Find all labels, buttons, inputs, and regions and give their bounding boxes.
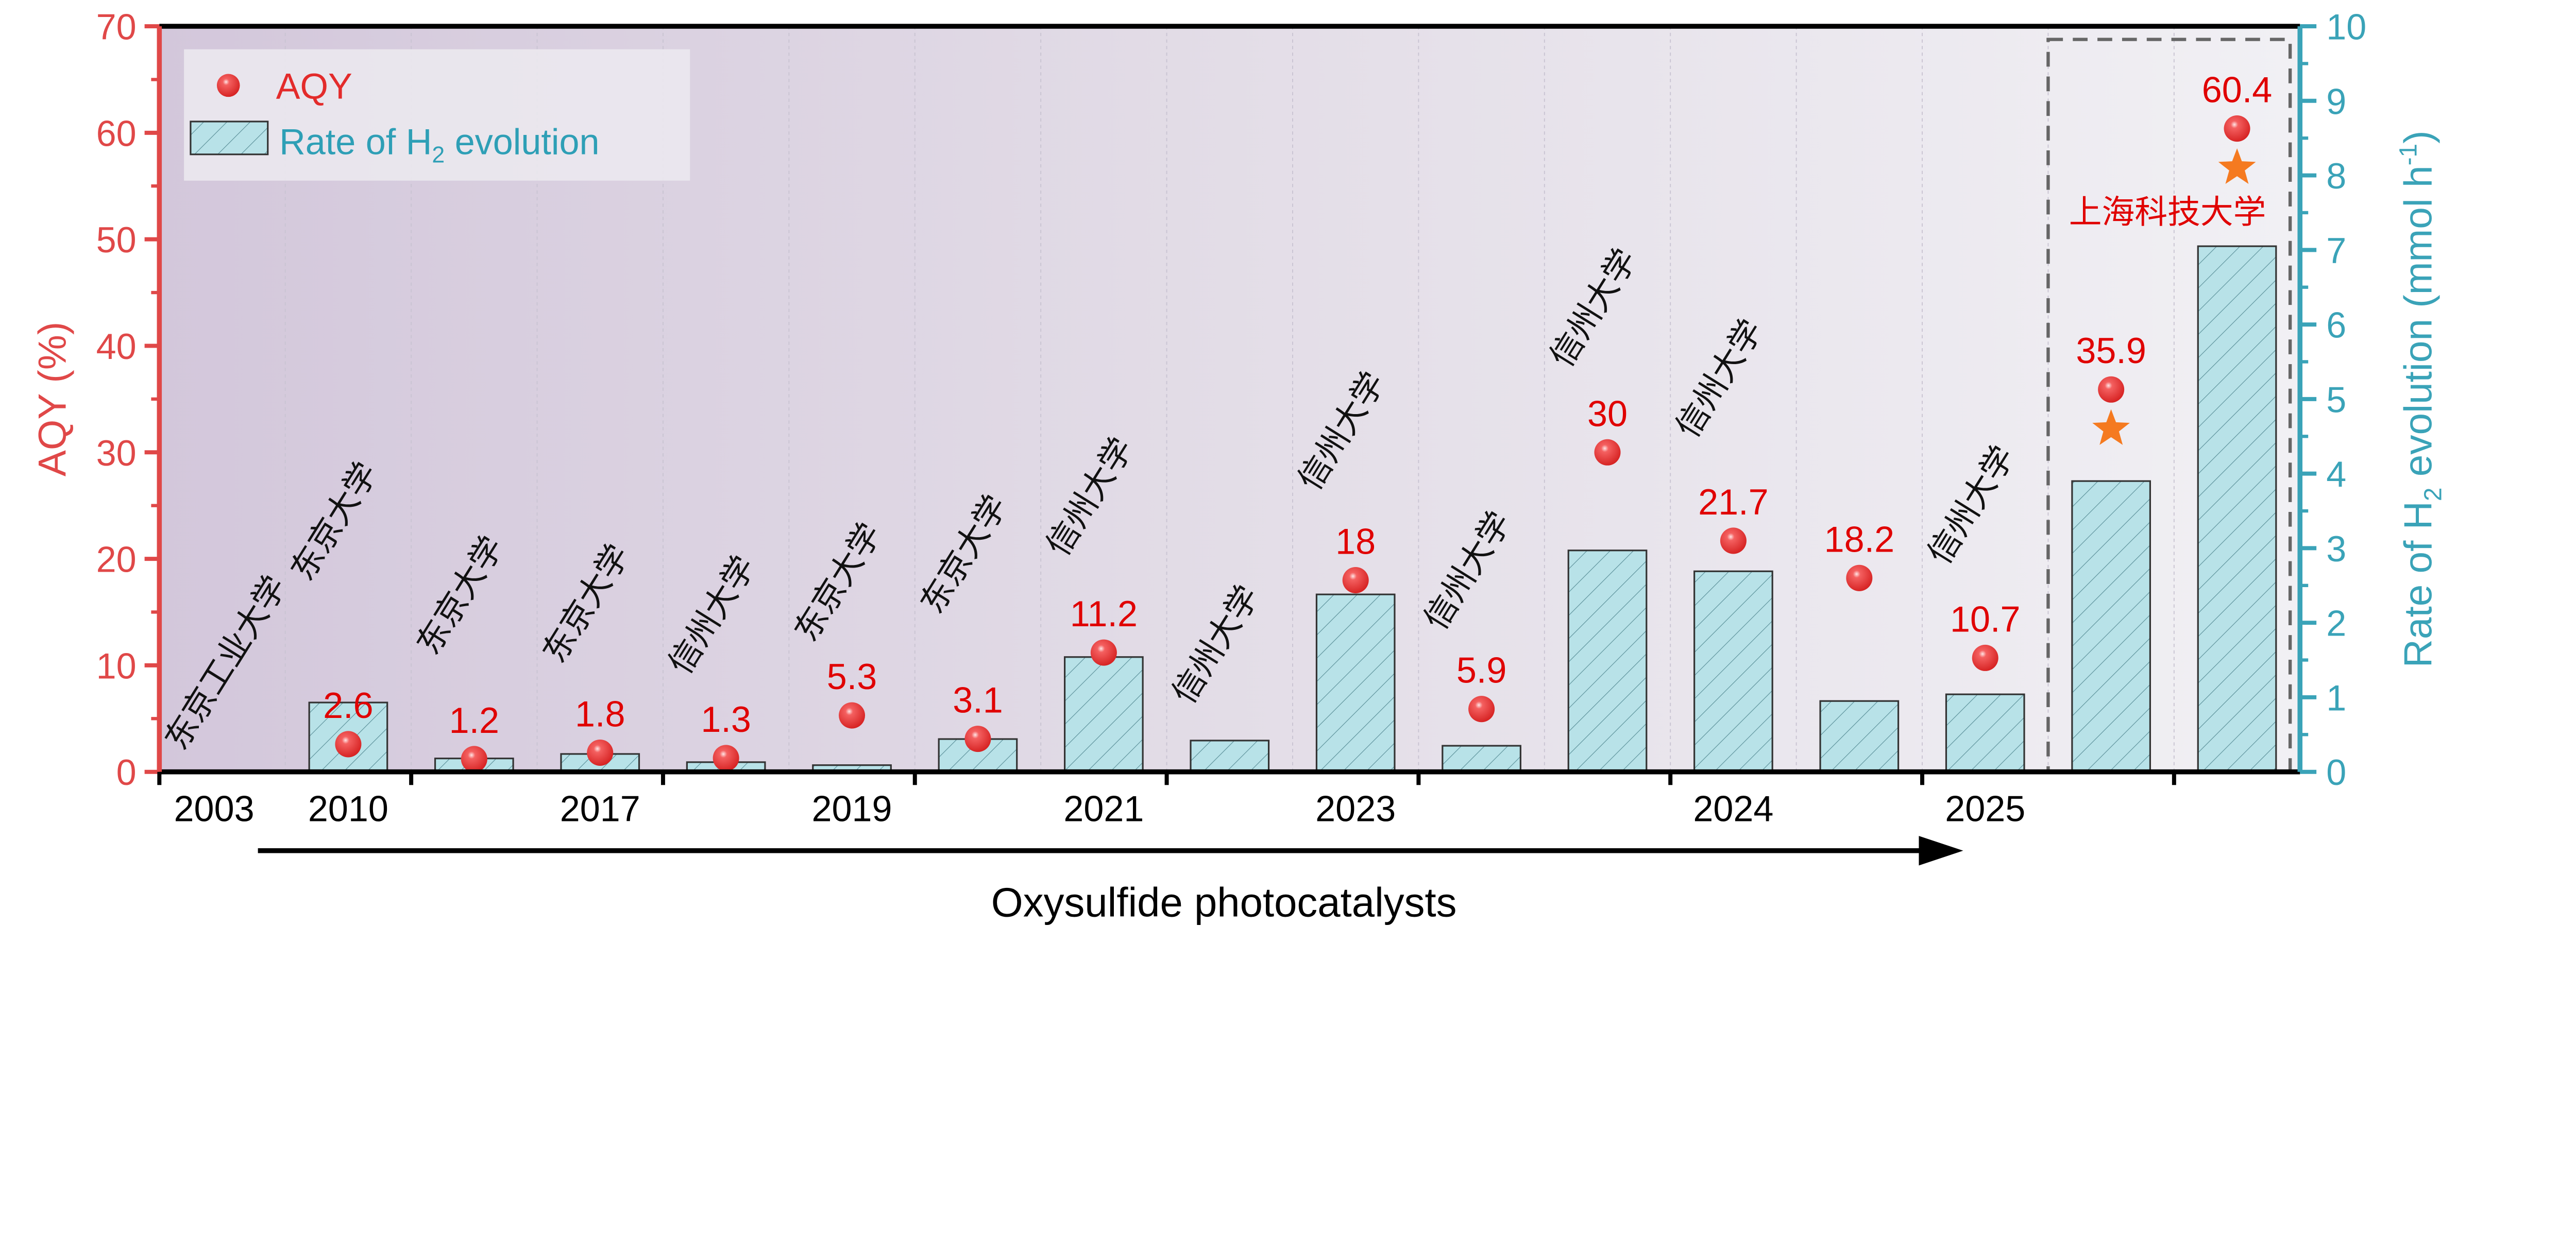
star-icon — [2092, 409, 2130, 445]
legend-aqy-marker — [216, 74, 240, 97]
x-axis-title: Oxysulfide photocatalysts — [991, 879, 1457, 925]
legend-aqy-label: AQY — [276, 65, 352, 106]
legend: AQY Rate of H2 evolution — [184, 49, 690, 181]
y-right-tick-label: 8 — [2326, 156, 2346, 196]
aqy-data-label: 5.3 — [827, 656, 877, 697]
bar-rate-h2 — [2071, 480, 2151, 773]
x-tick-label: 2003 — [174, 788, 255, 829]
bar-rate-h2 — [1190, 740, 1270, 773]
aqy-data-label: 30 — [1587, 393, 1628, 434]
bar-rate-h2 — [1693, 570, 1773, 773]
aqy-point — [461, 746, 487, 773]
x-tick-label: 2025 — [1945, 788, 2025, 829]
aqy-point — [335, 731, 362, 758]
chart: 上海科技大学 2.6 1.2 1.8 1.35.33.111.2185.93021.7… — [31, 7, 2447, 925]
aqy-data-label: 18 — [1335, 521, 1376, 561]
bar-rate-h2 — [1945, 693, 2025, 773]
aqy-data-label: 35.9 — [2076, 330, 2146, 371]
y-left-tick-label: 0 — [116, 752, 137, 793]
aqy-data-label: 1.3 — [701, 699, 751, 740]
y-right-tick-label: 9 — [2326, 81, 2346, 122]
y-right-tick-label: 1 — [2326, 677, 2346, 718]
y-left-tick-label: 30 — [96, 433, 137, 473]
bar-rate-h2 — [1064, 656, 1144, 773]
y-left-tick-label: 60 — [96, 113, 137, 153]
x-tick-label: 2023 — [1315, 788, 1396, 829]
bar-rate-h2 — [1819, 700, 1900, 773]
bar-rate-h2 — [1442, 745, 1521, 773]
aqy-point — [713, 745, 739, 771]
bar-rate-h2 — [1315, 593, 1396, 773]
aqy-data-label: 1.2 — [449, 700, 500, 741]
y-axis-left-title: AQY (%) — [31, 322, 75, 476]
aqy-point — [1468, 696, 1495, 723]
y-left-tick-label: 40 — [96, 326, 137, 367]
y-right-tick-label: 3 — [2326, 528, 2346, 569]
legend-bar-swatch — [190, 121, 269, 156]
x-tick-label: 2024 — [1693, 788, 1773, 829]
y-axis-right-title: Rate of H2 evolution (mmol h-1) — [2395, 130, 2447, 667]
aqy-data-label: 10.7 — [1950, 598, 2021, 639]
aqy-point — [2224, 115, 2250, 142]
aqy-point — [964, 726, 991, 752]
y-right-tick-label: 7 — [2326, 230, 2346, 271]
aqy-point — [2098, 376, 2125, 403]
aqy-point — [587, 739, 614, 766]
aqy-data-label: 2.6 — [323, 685, 374, 726]
y-left-tick-label: 10 — [96, 645, 137, 686]
aqy-point — [1594, 439, 1621, 466]
aqy-point — [1720, 527, 1747, 554]
highlight-institution-label: 上海科技大学 — [2069, 194, 2266, 232]
star-icon — [2218, 148, 2256, 184]
aqy-data-label: 18.2 — [1824, 519, 1895, 559]
y-right-tick-label: 4 — [2326, 454, 2346, 494]
x-tick-label: 2017 — [560, 788, 640, 829]
y-right-tick-label: 5 — [2326, 379, 2346, 420]
x-tick-label: 2019 — [812, 788, 892, 829]
aqy-data-label: 60.4 — [2202, 70, 2273, 110]
y-right-tick-label: 10 — [2326, 7, 2366, 47]
bar-rate-h2 — [1567, 550, 1648, 773]
aqy-data-label: 21.7 — [1698, 482, 1769, 522]
y-right-tick-label: 2 — [2326, 603, 2346, 644]
aqy-point — [1846, 564, 1873, 591]
y-left-tick-label: 70 — [96, 7, 137, 47]
aqy-point — [839, 702, 866, 729]
y-left-tick-label: 20 — [96, 539, 137, 580]
aqy-point — [1972, 644, 1998, 671]
aqy-data-label: 1.8 — [575, 693, 625, 734]
aqy-data-label: 11.2 — [1070, 593, 1138, 634]
x-tick-label: 2021 — [1063, 788, 1144, 829]
y-left-tick-label: 50 — [96, 219, 137, 260]
aqy-point — [1090, 639, 1117, 666]
aqy-data-label: 3.1 — [953, 680, 1003, 721]
arrow-head-icon — [1919, 836, 1963, 866]
x-tick-label: 2010 — [308, 788, 388, 829]
y-right-tick-label: 0 — [2326, 752, 2346, 793]
aqy-data-label: 5.9 — [1456, 650, 1507, 691]
y-right-tick-label: 6 — [2326, 305, 2346, 346]
bar-rate-h2 — [2197, 245, 2277, 773]
aqy-point — [1342, 567, 1369, 593]
